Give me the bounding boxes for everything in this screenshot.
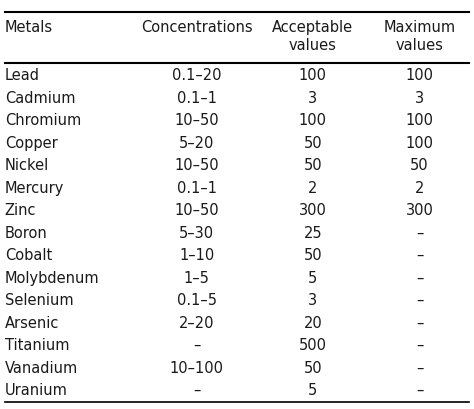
Text: Lead: Lead xyxy=(5,68,40,83)
Text: 100: 100 xyxy=(405,113,434,128)
Text: Arsenic: Arsenic xyxy=(5,316,59,331)
Text: Vanadium: Vanadium xyxy=(5,361,78,376)
Text: 2–20: 2–20 xyxy=(179,316,214,331)
Text: –: – xyxy=(416,338,423,353)
Text: 10–100: 10–100 xyxy=(170,361,224,376)
Text: Copper: Copper xyxy=(5,136,57,151)
Text: 100: 100 xyxy=(299,68,327,83)
Text: 100: 100 xyxy=(405,68,434,83)
Text: 3: 3 xyxy=(308,91,318,106)
Text: 0.1–20: 0.1–20 xyxy=(172,68,221,83)
Text: –: – xyxy=(416,293,423,308)
Text: Metals: Metals xyxy=(5,20,53,36)
Text: 20: 20 xyxy=(303,316,322,331)
Text: 10–50: 10–50 xyxy=(174,158,219,173)
Text: –: – xyxy=(416,271,423,286)
Text: –: – xyxy=(416,316,423,331)
Text: 0.1–1: 0.1–1 xyxy=(177,91,217,106)
Text: Nickel: Nickel xyxy=(5,158,49,173)
Text: Acceptable
values: Acceptable values xyxy=(272,20,354,53)
Text: –: – xyxy=(416,226,423,241)
Text: Uranium: Uranium xyxy=(5,383,68,398)
Text: Maximum
values: Maximum values xyxy=(383,20,456,53)
Text: 5: 5 xyxy=(308,271,318,286)
Text: 5: 5 xyxy=(308,383,318,398)
Text: –: – xyxy=(416,383,423,398)
Text: Mercury: Mercury xyxy=(5,181,64,196)
Text: 3: 3 xyxy=(308,293,318,308)
Text: Concentrations: Concentrations xyxy=(141,20,253,36)
Text: –: – xyxy=(416,248,423,263)
Text: 300: 300 xyxy=(299,203,327,218)
Text: 50: 50 xyxy=(303,361,322,376)
Text: 2: 2 xyxy=(415,181,424,196)
Text: Molybdenum: Molybdenum xyxy=(5,271,100,286)
Text: 300: 300 xyxy=(406,203,433,218)
Text: Boron: Boron xyxy=(5,226,47,241)
Text: Selenium: Selenium xyxy=(5,293,73,308)
Text: 100: 100 xyxy=(299,113,327,128)
Text: 50: 50 xyxy=(303,158,322,173)
Text: Cadmium: Cadmium xyxy=(5,91,75,106)
Text: Cobalt: Cobalt xyxy=(5,248,52,263)
Text: 2: 2 xyxy=(308,181,318,196)
Text: 5–20: 5–20 xyxy=(179,136,214,151)
Text: 5–30: 5–30 xyxy=(179,226,214,241)
Text: 10–50: 10–50 xyxy=(174,203,219,218)
Text: –: – xyxy=(193,338,201,353)
Text: 10–50: 10–50 xyxy=(174,113,219,128)
Text: Zinc: Zinc xyxy=(5,203,36,218)
Text: Titanium: Titanium xyxy=(5,338,69,353)
Text: 0.1–5: 0.1–5 xyxy=(177,293,217,308)
Text: 500: 500 xyxy=(299,338,327,353)
Text: Chromium: Chromium xyxy=(5,113,81,128)
Text: –: – xyxy=(193,383,201,398)
Text: 100: 100 xyxy=(405,136,434,151)
Text: 0.1–1: 0.1–1 xyxy=(177,181,217,196)
Text: 1–5: 1–5 xyxy=(184,271,210,286)
Text: 50: 50 xyxy=(410,158,429,173)
Text: 25: 25 xyxy=(303,226,322,241)
Text: –: – xyxy=(416,361,423,376)
Text: 50: 50 xyxy=(303,136,322,151)
Text: 1–10: 1–10 xyxy=(179,248,214,263)
Text: 3: 3 xyxy=(415,91,424,106)
Text: 50: 50 xyxy=(303,248,322,263)
